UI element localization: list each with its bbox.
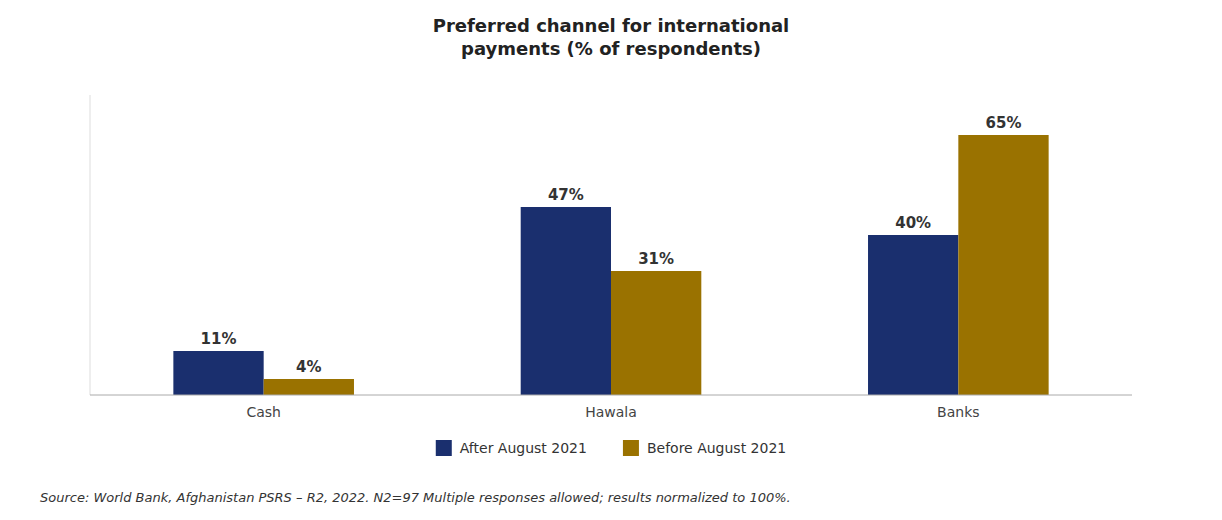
x-axis-line — [90, 395, 1132, 396]
data-label: 47% — [548, 186, 584, 204]
legend: After August 2021 Before August 2021 — [436, 440, 786, 456]
data-label: 65% — [986, 114, 1022, 132]
data-labels: 11% 47% 40% 4% 31% 65% — [201, 114, 1022, 376]
title: Preferred channel for internationalpayme… — [433, 15, 790, 59]
bar — [958, 135, 1048, 395]
x-tick-label: Hawala — [585, 404, 637, 420]
legend-swatch — [623, 440, 639, 456]
bar — [868, 235, 958, 395]
legend-label: Before August 2021 — [647, 440, 786, 456]
chart: Preferred channel for internationalpayme… — [0, 0, 1222, 520]
x-tick-label: Cash — [246, 404, 281, 420]
source-note: Source: World Bank, Afghanistan PSRS – R… — [40, 490, 791, 505]
bar — [264, 379, 354, 395]
bar — [611, 271, 701, 395]
legend-swatch — [436, 440, 452, 456]
data-label: 11% — [201, 330, 237, 348]
bars — [173, 135, 1048, 395]
bar — [521, 207, 611, 395]
bar — [173, 351, 263, 395]
data-label: 4% — [296, 358, 321, 376]
data-label: 31% — [638, 250, 674, 268]
legend-label: After August 2021 — [460, 440, 587, 456]
x-tick-label: Banks — [937, 404, 979, 420]
y-axis-line — [90, 95, 91, 395]
data-label: 40% — [895, 214, 931, 232]
